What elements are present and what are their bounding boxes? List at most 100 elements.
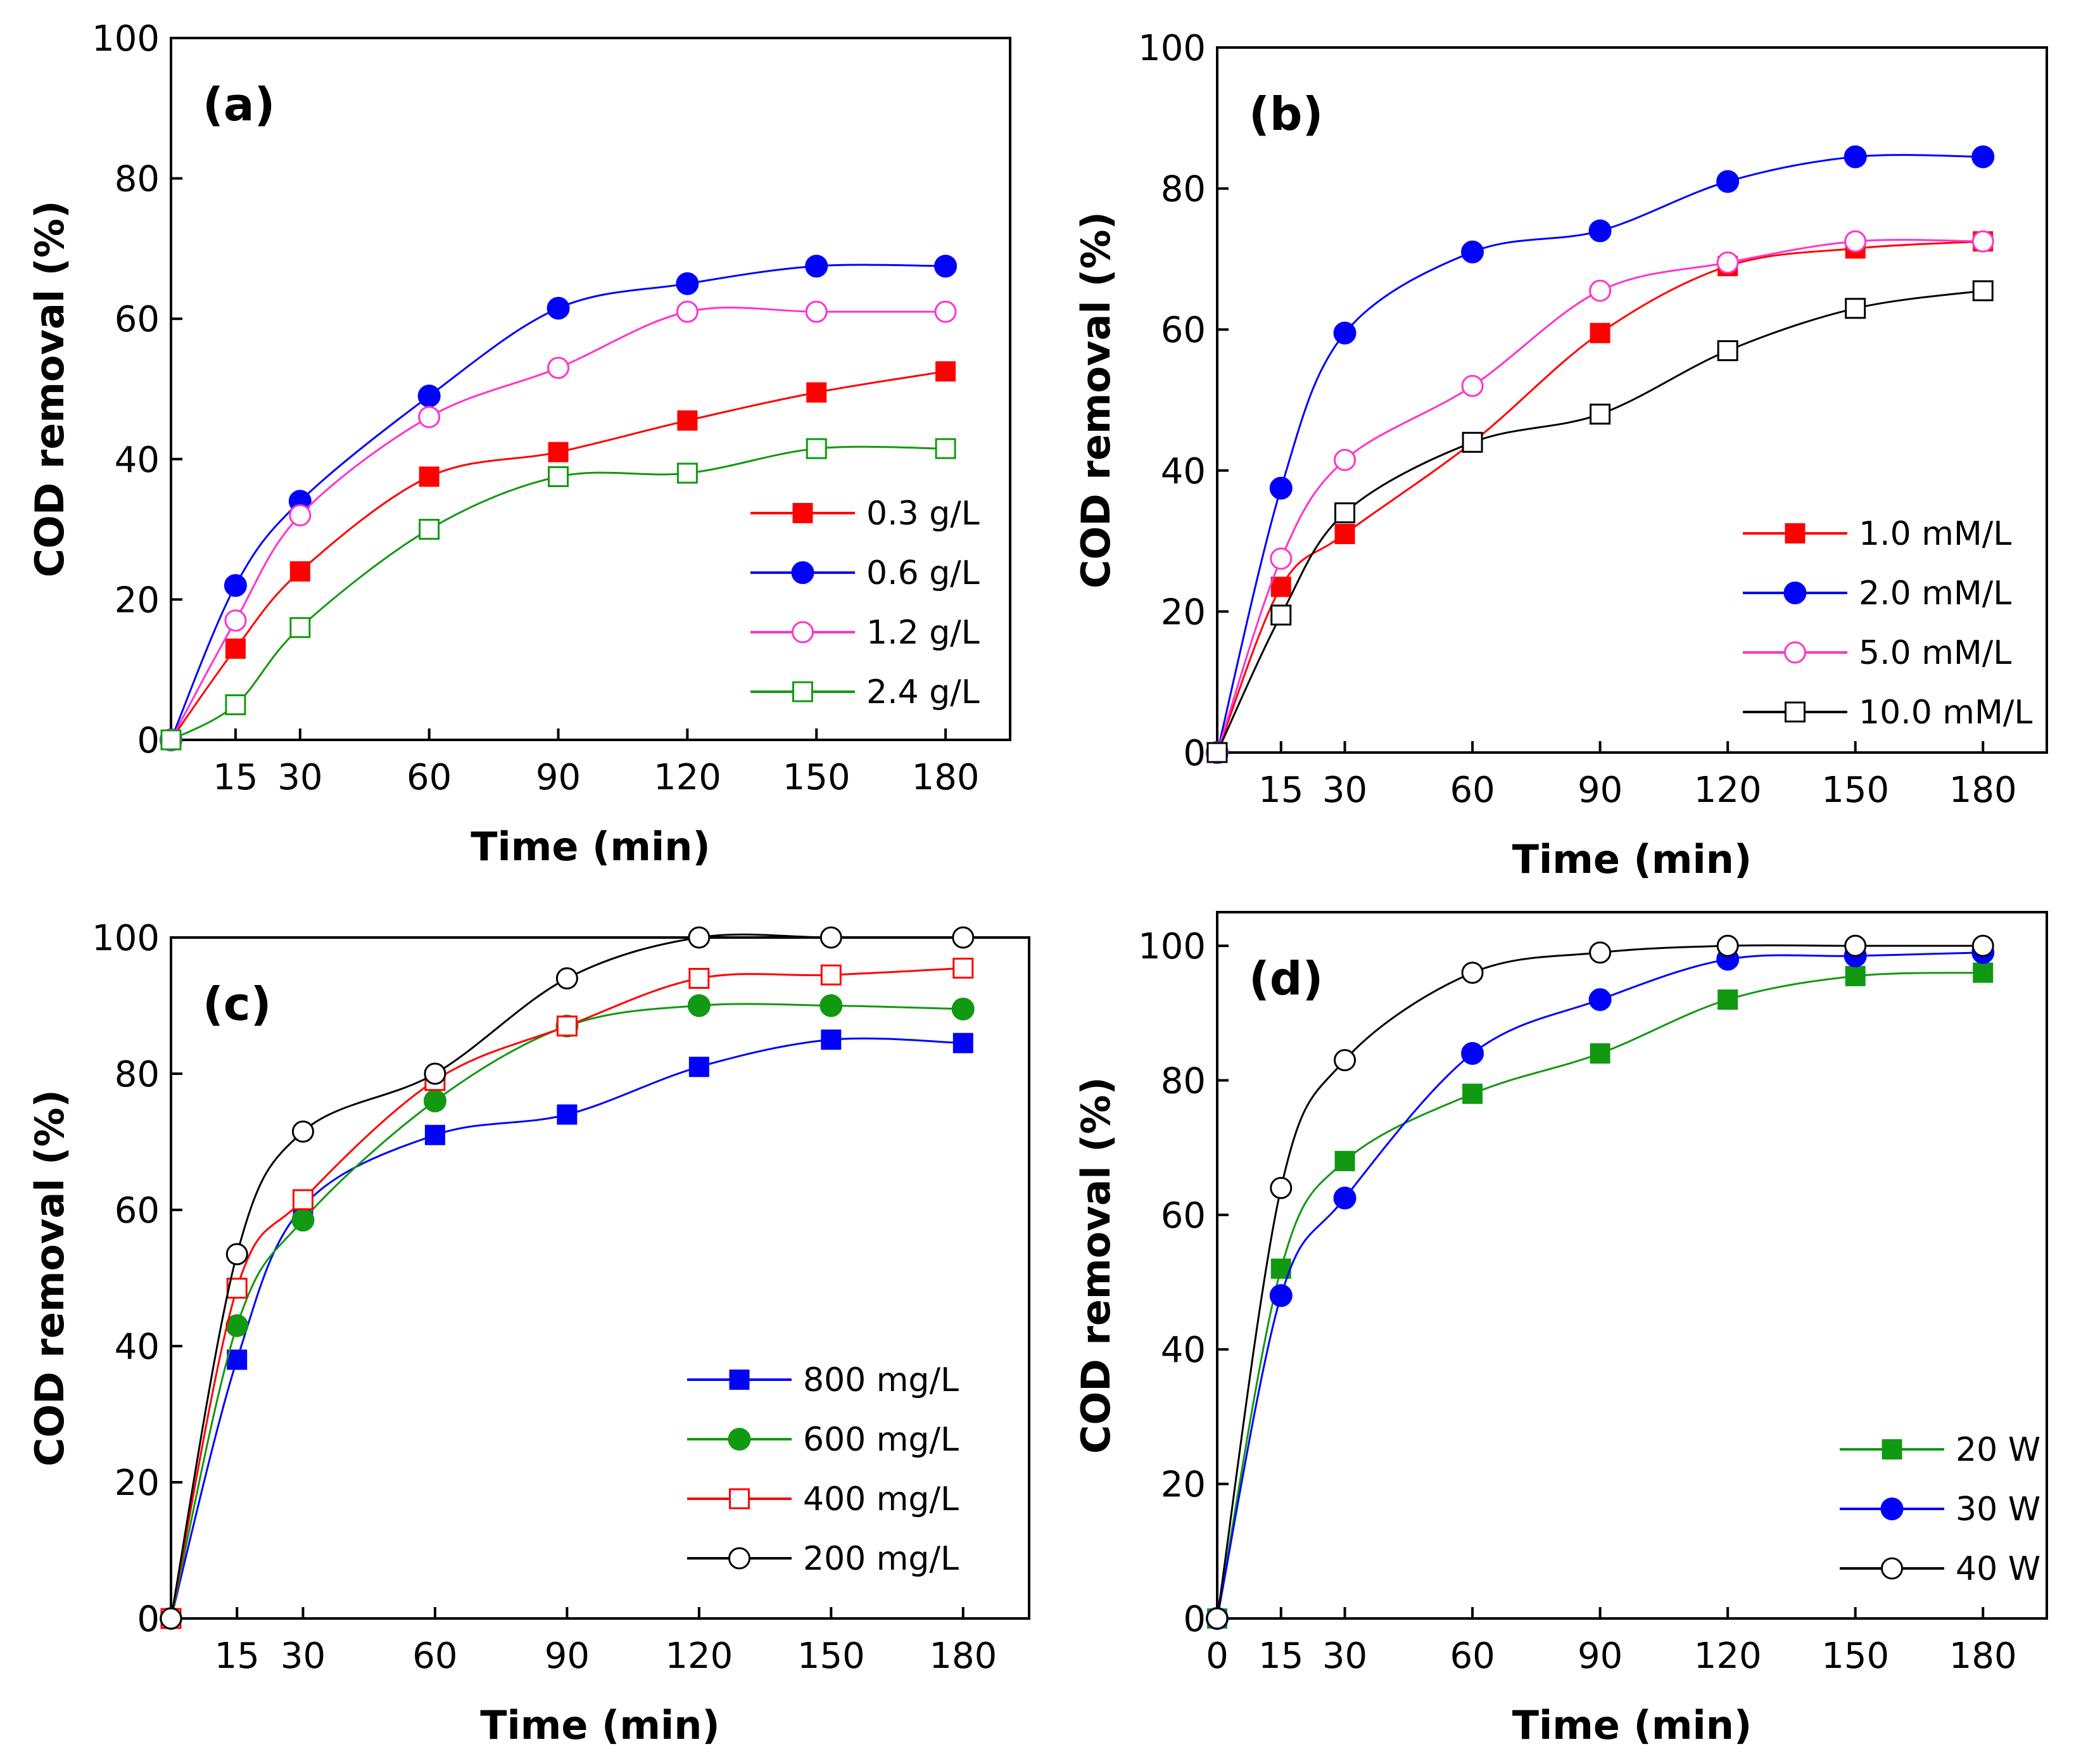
- data-point: [1589, 279, 1612, 302]
- data-point: [160, 1607, 182, 1630]
- data-point: [935, 361, 956, 382]
- data-point: [1461, 240, 1484, 264]
- data-point: [224, 609, 247, 632]
- series-line: [170, 967, 963, 1619]
- data-point: [225, 1243, 248, 1266]
- series-line: [170, 933, 963, 1619]
- data-point: [934, 255, 958, 278]
- x-tick-label: 60: [412, 1636, 457, 1677]
- x-tick-label: 60: [407, 757, 452, 798]
- data-point: [1716, 170, 1740, 193]
- data-point: [160, 729, 182, 751]
- data-point: [547, 357, 570, 379]
- x-tick-label: 60: [1450, 770, 1495, 811]
- data-point: [227, 1349, 248, 1370]
- panel-a: 0 20 40 60 80 100 15 30 60 90 120 150 180 Time (min) C…: [27, 18, 1011, 870]
- y-tick-label: 0: [137, 1599, 160, 1640]
- legend-label: 600 mg/L: [803, 1421, 959, 1459]
- data-point: [556, 1015, 578, 1037]
- y-tick-label: 20: [115, 580, 160, 621]
- data-point: [952, 957, 974, 979]
- y-tick-label: 60: [1161, 1195, 1206, 1237]
- data-point: [1590, 404, 1611, 425]
- y-tick-label: 60: [1161, 310, 1206, 351]
- y-tick-label: 100: [92, 18, 160, 60]
- x-tick-label: 30: [1322, 1636, 1367, 1677]
- data-point: [555, 967, 578, 989]
- data-point: [1334, 1049, 1357, 1072]
- y-tick-label: 80: [115, 159, 160, 200]
- data-point: [1971, 230, 1994, 253]
- legend-label: 20 W: [1956, 1431, 2040, 1469]
- data-point: [1844, 145, 1867, 168]
- legend-label: 0.6 g/L: [866, 554, 980, 592]
- x-tick-label: 30: [277, 757, 322, 798]
- data-point: [1717, 989, 1738, 1010]
- data-point: [1590, 322, 1610, 343]
- data-point: [1461, 374, 1484, 397]
- series-line: [1216, 951, 1983, 1619]
- data-point: [1270, 547, 1293, 570]
- series-line: [170, 264, 946, 741]
- y-tick-label: 20: [115, 1463, 160, 1504]
- x-tick-label: 60: [1450, 1636, 1495, 1677]
- plot-frame: [170, 37, 1011, 741]
- series-line: [170, 1037, 963, 1619]
- x-tick-label: 90: [1578, 770, 1622, 811]
- data-point: [1334, 448, 1357, 471]
- data-point: [805, 300, 828, 323]
- x-tick-label: 120: [665, 1636, 733, 1677]
- series-line: [1216, 972, 1983, 1619]
- data-point: [291, 1120, 314, 1143]
- series-2-4-g-l: [160, 438, 956, 751]
- plot-frame: [170, 936, 1030, 1620]
- panel-d: 0 20 40 60 80 100 0 15 30 60 90 120 150 180 Time (min)…: [1073, 911, 2048, 1748]
- data-point: [806, 438, 827, 459]
- x-tick-label: 120: [1694, 1636, 1762, 1677]
- x-tick-label: 30: [281, 1636, 326, 1677]
- legend-marker: [729, 1370, 750, 1390]
- x-tick-label: 150: [1821, 770, 1889, 811]
- legend-label: 2.4 g/L: [866, 673, 980, 711]
- data-point: [676, 300, 699, 323]
- data-point: [548, 442, 569, 462]
- legend-marker: [1881, 1557, 1903, 1580]
- data-point: [1270, 576, 1291, 597]
- series-200-mg-l: [160, 926, 975, 1630]
- data-point: [1462, 1083, 1483, 1104]
- y-tick-label: 100: [92, 918, 160, 959]
- data-point: [1461, 1042, 1484, 1065]
- series-10-0-mm-l: [1206, 280, 1994, 763]
- legend-label: 30 W: [1956, 1491, 2040, 1529]
- data-point: [951, 997, 975, 1020]
- y-axis-title: COD removal (%): [27, 1090, 73, 1466]
- data-point: [688, 1057, 709, 1078]
- legend-marker: [791, 561, 814, 584]
- data-point: [1588, 988, 1612, 1012]
- legend: 20 W 30 W 40 W: [1840, 1431, 2040, 1588]
- data-point: [677, 410, 698, 431]
- data-point: [424, 1124, 445, 1145]
- data-point: [1845, 298, 1866, 319]
- x-tick-label: 150: [797, 1636, 865, 1677]
- x-tick-label: 15: [215, 1636, 260, 1677]
- data-point: [224, 574, 247, 597]
- data-point: [1270, 1176, 1293, 1199]
- data-point: [819, 926, 842, 949]
- series-line: [170, 445, 946, 741]
- series-600-mg-l: [160, 994, 975, 1630]
- data-point: [1206, 742, 1228, 763]
- x-tick-label: 90: [536, 757, 581, 798]
- panel-c: 0 20 40 60 80 100 15 30 60 90 120 150 180 Time (min) C…: [27, 918, 1030, 1748]
- data-point: [291, 1209, 315, 1232]
- data-point: [1971, 934, 1994, 957]
- legend-marker: [1783, 582, 1807, 604]
- data-point: [934, 300, 957, 323]
- data-point: [1973, 962, 1994, 983]
- legend-marker: [1882, 1439, 1902, 1459]
- y-tick-label: 80: [1161, 169, 1206, 210]
- data-point: [289, 561, 310, 582]
- y-tick-label: 80: [1161, 1060, 1206, 1102]
- data-point: [419, 519, 440, 540]
- y-tick-label: 40: [1161, 451, 1206, 492]
